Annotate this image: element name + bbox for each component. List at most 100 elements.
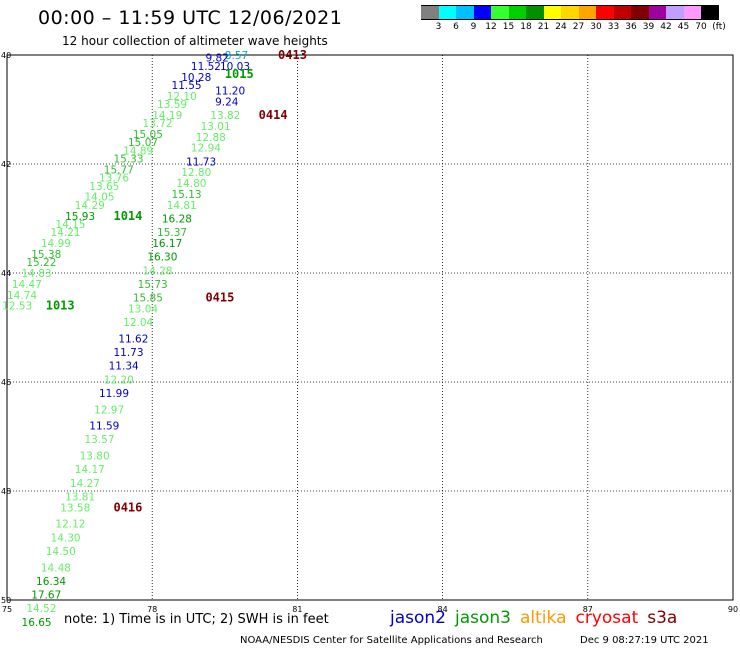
longitude-tick-label: 90 xyxy=(728,605,738,614)
color-scale-tick-label: 39 xyxy=(642,22,655,32)
wave-height-observation: 12.04 xyxy=(123,317,153,329)
latitude-tick-label: 46 xyxy=(1,378,11,387)
satellite-legend-item: jason3 xyxy=(455,608,511,628)
latitude-tick-label: 42 xyxy=(1,160,11,169)
wave-height-observation: 14.29 xyxy=(75,200,105,212)
color-scale-tick-label: 42 xyxy=(660,22,672,32)
generated-timestamp: Dec 9 08:27:19 UTC 2021 xyxy=(580,635,709,646)
wave-height-observation: 14.05 xyxy=(84,192,114,204)
wave-height-observation: 9.24 xyxy=(215,96,239,108)
pass-time-label: 1013 xyxy=(46,299,75,313)
pass-time-label: 0416 xyxy=(113,500,142,514)
wave-height-observation: 16.28 xyxy=(162,214,192,226)
wave-height-observation: 13.04 xyxy=(128,303,158,315)
color-scale-tick-label: 3 xyxy=(435,22,442,32)
pass-time-label: 0413 xyxy=(278,48,307,62)
footer-note: note: 1) Time is in UTC; 2) SWH is in fe… xyxy=(64,612,329,627)
map-subtitle: 12 hour collection of altimeter wave hei… xyxy=(62,34,328,48)
wave-height-observation: 8.57 xyxy=(225,50,248,62)
wave-height-observation: 14.80 xyxy=(176,178,206,190)
wave-height-observation: 16.65 xyxy=(22,617,52,629)
wave-height-observation: 13.82 xyxy=(210,110,240,122)
wave-height-observation: 11.73 xyxy=(186,156,216,168)
wave-height-observation: 14.19 xyxy=(152,110,182,122)
color-scale-tick-label: 27 xyxy=(572,22,585,32)
wave-height-observation: 14.99 xyxy=(41,238,71,250)
wave-height-observation: 12.97 xyxy=(94,404,124,416)
wave-height-observation: 12.10 xyxy=(167,91,197,103)
color-scale-tick-label: 21 xyxy=(537,22,550,32)
longitude-tick-label: 81 xyxy=(292,605,302,614)
wave-height-observation: 11.73 xyxy=(113,347,143,359)
color-swatch xyxy=(561,5,579,20)
wave-height-observation: 15.33 xyxy=(113,154,143,166)
wave-height-observation: 11.99 xyxy=(99,388,129,400)
wave-height-observation: 13.01 xyxy=(201,121,231,133)
wave-height-observation: 14.52 xyxy=(26,603,56,615)
wave-height-observation: 14.81 xyxy=(167,200,197,212)
wave-height-observation: 15.13 xyxy=(172,189,202,201)
color-scale-tick-label: 45 xyxy=(677,22,690,32)
wave-height-observation: 16.17 xyxy=(152,238,182,250)
pass-time-label: 0414 xyxy=(259,108,288,122)
wave-height-observation: 11.52 xyxy=(191,61,221,73)
wave-height-observation: 15.77 xyxy=(104,164,134,176)
longitude-tick-label: 75 xyxy=(2,605,12,614)
satellite-legend-item: cryosat xyxy=(575,608,639,628)
latitude-tick-label: 44 xyxy=(1,269,11,278)
wave-height-observation: 15.07 xyxy=(128,137,158,149)
wave-height-observation: 17.67 xyxy=(31,590,61,602)
wave-height-observation: 14.28 xyxy=(143,265,173,277)
wave-height-observation: 13.76 xyxy=(99,173,129,185)
color-swatch xyxy=(578,5,596,20)
color-scale-tick-label: 24 xyxy=(555,22,567,32)
wave-height-observation: 11.34 xyxy=(109,361,139,373)
latitude-tick-label: 40 xyxy=(1,51,11,60)
wave-height-observation: 13.72 xyxy=(143,118,173,130)
color-scale-labels: 3 6 9 12 15 18 21 24 27 30 33 36 39 42 45 70 (ft) xyxy=(421,20,726,34)
color-swatch xyxy=(701,5,719,20)
satellite-legend: jason2 jason3 altika cryosat s3a xyxy=(390,608,686,628)
color-scale-tick-label: 30 xyxy=(590,22,602,32)
map-frame xyxy=(6,54,734,601)
color-scale-swatches xyxy=(421,5,719,20)
wave-height-observation: 14.48 xyxy=(41,562,71,574)
wave-height-observation: 11.59 xyxy=(89,421,119,433)
wave-height-observation: 14.89 xyxy=(123,145,153,157)
color-swatch xyxy=(438,5,456,20)
wave-height-observation: 12.80 xyxy=(181,167,211,179)
color-swatch xyxy=(631,5,649,20)
wave-height-observation: 13.80 xyxy=(80,451,110,463)
wave-height-observation: 12.12 xyxy=(55,519,85,531)
color-scale-tick-label: 12 xyxy=(485,22,497,32)
longitude-tick-label: 78 xyxy=(147,605,157,614)
pass-time-label: 1014 xyxy=(113,209,142,223)
wave-height-observation: 15.85 xyxy=(133,293,163,305)
wave-height-observation: 15.05 xyxy=(133,129,163,141)
wave-height-observation: 12.94 xyxy=(191,143,221,155)
wave-height-observation: 13.57 xyxy=(84,434,114,446)
wave-height-observation: 12.20 xyxy=(104,374,134,386)
color-scale-tick-label: 9 xyxy=(470,22,477,32)
wave-height-observation: 14.17 xyxy=(75,464,105,476)
longitude-tick-label: 87 xyxy=(583,605,593,614)
color-scale-unit: (ft) xyxy=(712,22,726,32)
color-swatch xyxy=(456,5,474,20)
color-swatch xyxy=(421,5,439,20)
wave-height-observation: 15.38 xyxy=(31,249,61,261)
map-title: 00:00 – 11:59 UTC 12/06/2021 xyxy=(38,7,343,29)
pass-time-label: 1015 xyxy=(225,67,254,81)
color-scale-tick-label: 70 xyxy=(695,22,707,32)
wave-height-observation: 16.34 xyxy=(36,576,66,588)
color-swatch xyxy=(683,5,701,20)
color-swatch xyxy=(491,5,509,20)
wave-height-observation: 10.03 xyxy=(220,61,250,73)
color-swatch xyxy=(666,5,684,20)
color-swatch xyxy=(508,5,526,20)
color-scale-legend: 3 6 9 12 15 18 21 24 27 30 33 36 39 42 45 70 (ft) xyxy=(421,5,726,34)
color-scale-tick-label: 33 xyxy=(607,22,620,32)
color-swatch xyxy=(613,5,631,20)
pass-time-label: 0415 xyxy=(205,291,234,305)
wave-height-observation: 14.74 xyxy=(7,290,37,302)
